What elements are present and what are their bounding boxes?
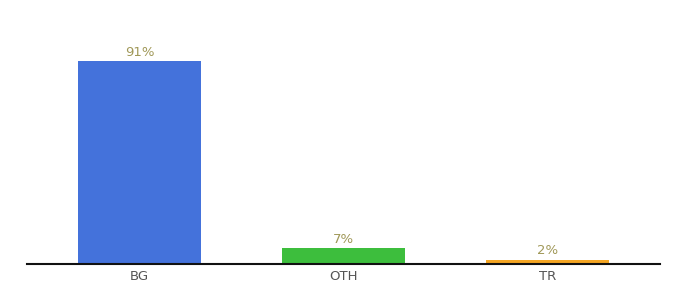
Text: 7%: 7%	[333, 233, 354, 246]
Bar	[78, 61, 201, 264]
Text: 2%: 2%	[537, 244, 558, 257]
Text: 91%: 91%	[124, 46, 154, 59]
Bar	[486, 260, 609, 264]
Bar	[282, 248, 405, 264]
